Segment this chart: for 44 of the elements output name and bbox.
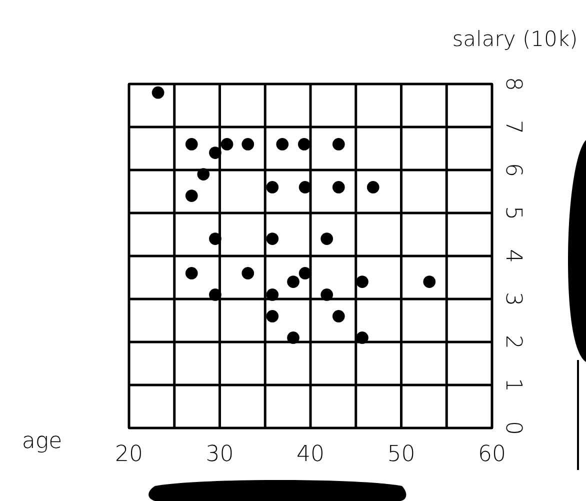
point	[356, 332, 368, 344]
point	[242, 267, 254, 280]
y-tick-label: 5	[500, 206, 526, 220]
point	[209, 232, 222, 245]
x-tick-label: 20	[115, 442, 143, 467]
point	[185, 138, 198, 150]
y-tick-label: 1	[500, 378, 526, 392]
point	[209, 146, 222, 159]
point	[266, 181, 279, 194]
point	[320, 232, 334, 245]
y-tick-label: 7	[500, 120, 526, 134]
point	[197, 168, 210, 180]
y-tick-label: 2	[500, 335, 526, 349]
y-tick-label: 4	[500, 249, 526, 263]
y-tick-label: 8	[500, 77, 526, 91]
x-tick-label: 50	[387, 442, 416, 467]
point	[266, 310, 279, 322]
point	[152, 86, 164, 99]
point	[185, 190, 198, 202]
y-tick-label: 0	[500, 421, 526, 435]
point	[423, 276, 436, 288]
point	[242, 138, 254, 150]
point	[332, 138, 345, 150]
y-tick-label: 3	[500, 292, 526, 306]
point	[320, 288, 334, 301]
x-tick-label: 40	[296, 442, 324, 467]
y-tick-label: 6	[500, 163, 526, 177]
y-axis-title: salary (10k)	[452, 27, 578, 51]
point	[220, 138, 234, 150]
point	[332, 181, 345, 194]
x-tick-label: 30	[206, 442, 234, 467]
x-tick-label: 60	[478, 442, 506, 467]
x-axis-title: age	[22, 429, 62, 454]
point	[298, 138, 310, 150]
point	[266, 232, 279, 245]
point	[287, 276, 300, 288]
point	[266, 288, 279, 301]
point	[366, 181, 380, 194]
point	[356, 276, 368, 288]
point	[185, 267, 198, 280]
point	[287, 332, 300, 344]
point	[209, 288, 222, 301]
point	[276, 138, 289, 150]
point	[332, 310, 345, 322]
